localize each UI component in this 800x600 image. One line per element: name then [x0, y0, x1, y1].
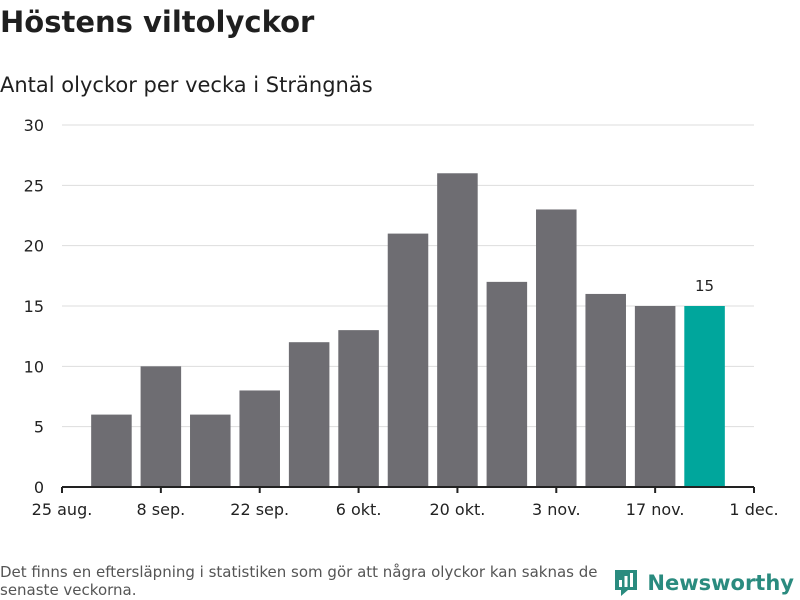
y-tick-label: 25	[24, 176, 44, 195]
newsworthy-logo-icon	[615, 570, 638, 596]
bar	[437, 173, 478, 487]
bar	[91, 414, 132, 487]
bar	[486, 281, 528, 487]
y-tick-label: 10	[24, 357, 44, 376]
x-tick-label: 1 dec.	[729, 500, 778, 519]
brand-name: Newsworthy	[647, 571, 794, 595]
axes	[61, 486, 755, 493]
bar	[338, 330, 379, 487]
bar	[684, 306, 725, 487]
bar	[190, 414, 231, 487]
x-tick-label: 3 nov.	[532, 500, 581, 519]
bar	[239, 390, 280, 487]
x-tick-label: 25 aug.	[32, 500, 93, 519]
brand: Newsworthy	[613, 568, 794, 598]
chart-title: Höstens viltolyckor	[0, 5, 315, 39]
bar	[387, 233, 429, 487]
chart-subtitle: Antal olyckor per vecka i Strängnäs	[0, 73, 373, 97]
bar	[288, 342, 330, 487]
bar-chart: 0 5 10 15 20 25 30 15 25 aug. 8 sep. 22 sep. 6 okt.…	[24, 116, 779, 519]
y-tick-label: 15	[24, 297, 44, 316]
bar	[585, 293, 626, 487]
data-label: 15	[695, 277, 714, 295]
y-tick-label: 30	[24, 116, 44, 135]
y-tick-label: 0	[34, 478, 44, 497]
bars	[91, 173, 725, 487]
x-tick-label: 17 nov.	[626, 500, 685, 519]
footnote: Det finns en eftersläpning i statistiken…	[0, 563, 598, 599]
x-tick-label: 8 sep.	[137, 500, 186, 519]
y-tick-label: 20	[24, 237, 44, 256]
tick-labels: 0 5 10 15 20 25 30 15 25 aug. 8 sep. 22 sep. 6 okt.…	[24, 116, 779, 519]
x-tick-label: 20 okt.	[429, 500, 485, 519]
bar	[140, 366, 182, 487]
y-tick-label: 5	[34, 418, 44, 437]
bar	[536, 209, 577, 487]
bar	[634, 306, 676, 487]
x-tick-label: 6 okt.	[336, 500, 382, 519]
x-tick-label: 22 sep.	[230, 500, 289, 519]
